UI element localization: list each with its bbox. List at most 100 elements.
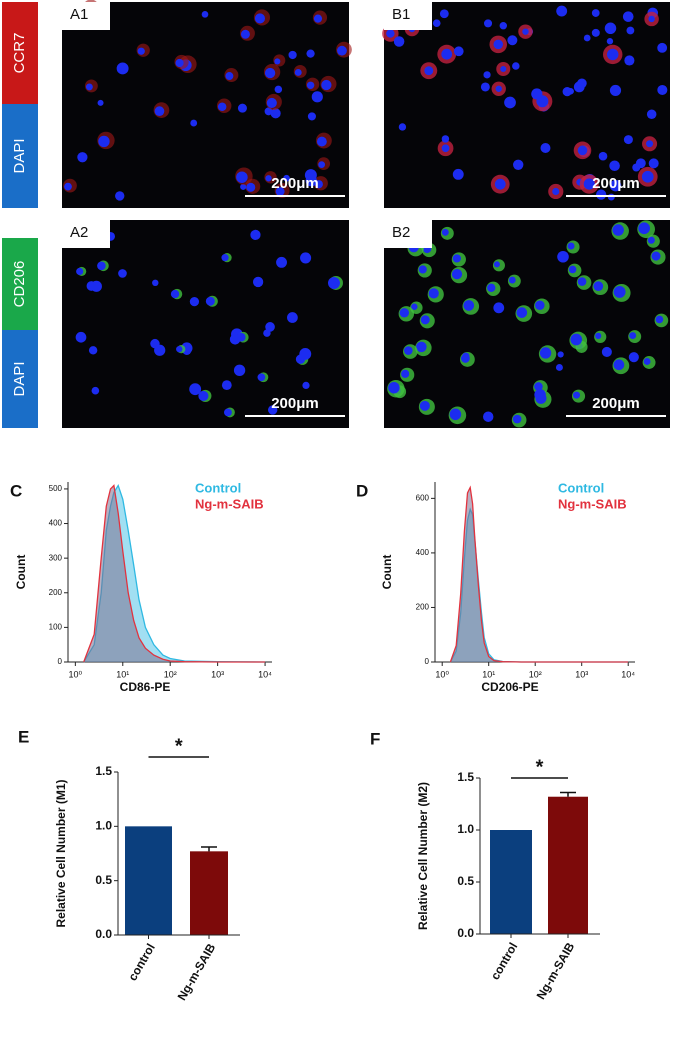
nucleus: [386, 29, 395, 38]
y-tick-label: 0.5: [457, 874, 474, 888]
y-tick-label: 600: [416, 493, 430, 502]
x-tick-label: 10⁰: [69, 669, 83, 679]
significance: *: [175, 735, 183, 757]
scale-label: 200μm: [271, 175, 319, 192]
nucleus: [577, 78, 587, 89]
nucleus: [562, 87, 572, 97]
nucleus: [75, 331, 87, 343]
legend-entry: Ng-m-SAIB: [195, 496, 264, 511]
nucleus: [304, 169, 317, 182]
y-tick-label: 1.5: [95, 764, 112, 778]
nucleus: [577, 277, 587, 286]
nucleus: [591, 28, 600, 37]
nucleus: [540, 143, 551, 154]
nucleus: [274, 85, 283, 94]
nucleus: [264, 107, 273, 116]
nucleus: [512, 62, 520, 70]
nucleus: [655, 315, 664, 324]
nucleus: [250, 229, 261, 241]
y-axis-label: Relative Cell Number (M2): [416, 782, 430, 930]
nucleus: [300, 252, 312, 264]
panel-letter: E: [18, 727, 29, 746]
x-tick-label: Ng-m-SAIB: [175, 941, 219, 1003]
nucleus: [513, 159, 524, 170]
y-axis-label: Count: [14, 555, 28, 590]
nucleus: [76, 267, 84, 276]
nucleus: [595, 332, 602, 339]
nucleus: [419, 400, 430, 411]
nucleus: [420, 315, 430, 325]
label-box: [62, 220, 110, 248]
nucleus: [612, 224, 624, 236]
nucleus: [86, 281, 97, 291]
nucleus: [328, 276, 340, 289]
nucleus: [568, 265, 577, 274]
nucleus: [418, 265, 427, 274]
nucleus: [237, 103, 247, 113]
stain-box: [2, 104, 38, 208]
label-box: [384, 2, 432, 30]
nucleus: [225, 72, 234, 81]
nucleus: [493, 302, 505, 314]
nucleus: [221, 380, 232, 391]
bar: [548, 796, 588, 934]
nucleus: [441, 228, 449, 236]
nucleus: [583, 178, 595, 190]
nucleus: [170, 289, 180, 299]
y-tick-label: 200: [49, 588, 63, 597]
nucleus: [404, 346, 413, 355]
area-fill: [83, 485, 266, 662]
nucleus: [512, 414, 522, 424]
y-tick-label: 400: [416, 548, 430, 557]
nucleus: [632, 163, 641, 172]
nucleus: [254, 13, 266, 24]
panel-label: B2: [392, 224, 410, 241]
x-tick-label: 10⁰: [435, 669, 449, 679]
nucleus: [217, 102, 227, 111]
stain-box: [2, 330, 38, 428]
nucleus: [265, 322, 275, 332]
nucleus: [274, 58, 281, 65]
nucleus: [494, 178, 506, 190]
nucleus: [646, 109, 657, 120]
stain-label: DAPI: [11, 361, 28, 396]
nucleus: [613, 285, 626, 298]
x-tick-label: 10²: [529, 669, 542, 679]
nucleus: [318, 161, 326, 169]
y-tick-label: 0: [425, 657, 430, 666]
nucleus: [411, 303, 418, 310]
stain-box: [2, 238, 38, 330]
nucleus: [555, 363, 563, 371]
nucleus: [311, 91, 323, 103]
nucleus: [647, 236, 655, 244]
y-tick-label: 300: [49, 553, 63, 562]
nucleus: [441, 135, 450, 143]
nucleus: [609, 179, 622, 192]
nucleus: [504, 96, 516, 109]
nucleus: [388, 381, 400, 394]
y-axis-label: Count: [380, 555, 394, 590]
nucleus: [287, 312, 298, 323]
label-box: [384, 220, 432, 248]
nucleus: [552, 187, 560, 196]
nucleus: [432, 19, 441, 27]
nucleus: [276, 256, 287, 268]
nucleus: [596, 189, 607, 200]
nucleus: [539, 347, 552, 359]
nucleus: [91, 386, 100, 395]
nucleus: [306, 49, 315, 58]
nucleus: [294, 68, 302, 76]
x-tick-label: 10¹: [116, 669, 129, 679]
nucleus: [176, 345, 183, 353]
nucleus: [265, 175, 272, 182]
area-fill: [450, 487, 629, 662]
nucleus: [643, 358, 651, 365]
y-tick-label: 400: [49, 519, 63, 528]
nucleus: [609, 160, 620, 172]
nucleus: [441, 144, 450, 153]
y-tick-label: 100: [49, 622, 63, 631]
nucleus: [302, 381, 310, 390]
nucleus: [516, 307, 528, 318]
bar: [490, 830, 532, 934]
nucleus: [252, 276, 264, 288]
